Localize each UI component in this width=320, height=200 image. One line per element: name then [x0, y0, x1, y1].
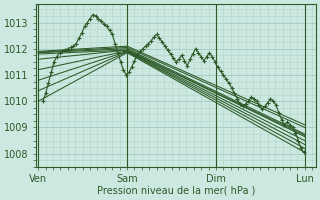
X-axis label: Pression niveau de la mer( hPa ): Pression niveau de la mer( hPa )	[97, 186, 255, 196]
